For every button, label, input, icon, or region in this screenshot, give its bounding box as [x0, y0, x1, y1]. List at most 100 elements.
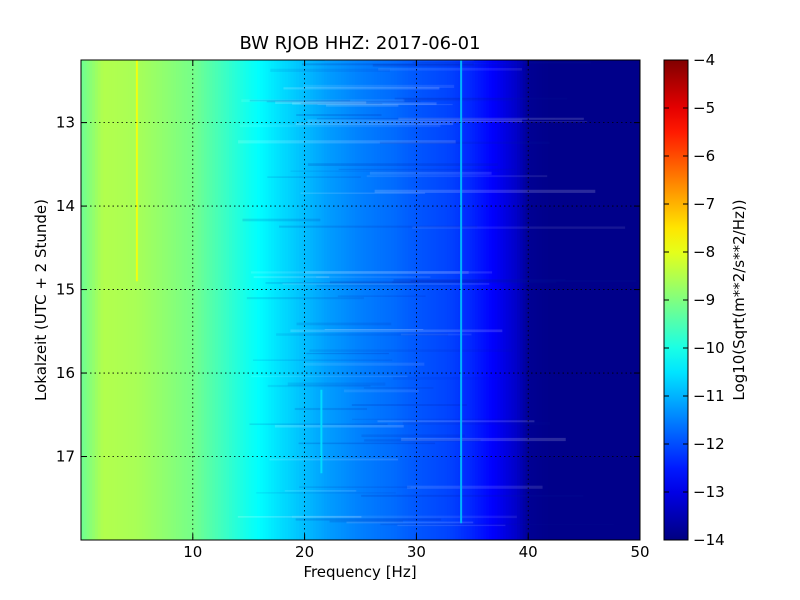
spectrum-column [173, 60, 177, 540]
spectrum-column [223, 60, 227, 540]
spectrum-column [570, 60, 574, 540]
spectrum-column [609, 60, 613, 540]
spectrum-column [517, 60, 521, 540]
time-band [398, 117, 584, 120]
spectrum-column [203, 60, 208, 540]
time-band [303, 362, 425, 366]
spectrum-column [265, 60, 269, 540]
time-band [316, 285, 452, 287]
spectrum-column [310, 60, 314, 540]
spectrum-column [307, 60, 311, 540]
spectrum-column [352, 60, 356, 540]
spectrum-column [617, 60, 622, 540]
spectrum-column [192, 60, 197, 540]
spectrum-column [427, 60, 431, 540]
spectrum-column [257, 60, 261, 540]
spectrum-column [301, 60, 306, 540]
spectrum-column [237, 60, 241, 540]
spectrum-column [385, 60, 390, 540]
y-tick-label: 17 [56, 448, 75, 466]
spectrum-column [612, 60, 616, 540]
spectrum-column [441, 60, 445, 540]
spectrum-column [455, 60, 459, 540]
time-band [267, 176, 361, 178]
spectrum-column [89, 60, 93, 540]
spectrum-column [511, 60, 515, 540]
y-axis-label: Lokalzeit (UTC + 2 Stunde) [32, 199, 50, 401]
spectrum-column [285, 60, 289, 540]
spectrum-column [349, 60, 353, 540]
time-band [299, 486, 411, 488]
spectrum-column [505, 60, 510, 540]
time-band [380, 523, 614, 526]
spectrum-column [444, 60, 448, 540]
time-band [361, 494, 584, 497]
spectrum-column [229, 60, 233, 540]
time-band [251, 271, 493, 274]
spectrum-column [396, 60, 401, 540]
spectrum-column [178, 60, 183, 540]
spectrum-column [452, 60, 457, 540]
spectrum-column [475, 60, 479, 540]
time-band [394, 97, 568, 100]
spectrum-column [276, 60, 281, 540]
colorbar-tick-label: −10 [693, 339, 725, 357]
spectrum-column [391, 60, 395, 540]
y-tick-label: 14 [56, 197, 75, 215]
spectrum-column [100, 60, 104, 540]
time-band [337, 295, 426, 297]
spectrum-column [248, 60, 253, 540]
time-band [316, 276, 431, 278]
spectrum-column [340, 60, 345, 540]
colorbar-tick-label: −7 [693, 195, 715, 213]
spectrum-column [466, 60, 471, 540]
spectrum-column [525, 60, 529, 540]
time-band [253, 276, 330, 279]
spectrum-column [217, 60, 222, 540]
time-band [309, 349, 513, 352]
time-band [316, 117, 556, 120]
spectrum-column [419, 60, 423, 540]
time-band [393, 279, 566, 282]
time-band [292, 102, 437, 105]
spectrum-column [575, 60, 580, 540]
time-band [251, 375, 408, 378]
spectrum-column [201, 60, 205, 540]
spectrum-column [363, 60, 367, 540]
spectrum-column [477, 60, 482, 540]
time-band [295, 518, 442, 521]
spectrum-column [335, 60, 339, 540]
spectrum-column [408, 60, 412, 540]
spectrum-column [148, 60, 152, 540]
time-band [324, 60, 474, 62]
spectrum-column [86, 60, 90, 540]
time-band [402, 421, 551, 425]
spectrum-column [245, 60, 250, 540]
spectrum-column [81, 60, 85, 540]
spectrum-column [402, 60, 406, 540]
time-band [256, 492, 396, 494]
time-band [296, 114, 382, 116]
grid-lines [81, 60, 640, 540]
spectrum-column [382, 60, 387, 540]
heatmap-area [81, 60, 640, 540]
spectrum-column [83, 60, 88, 540]
time-band [410, 280, 637, 282]
colorbar-label: Log10(Sqrt(m**2/s**2/Hz)) [730, 199, 748, 400]
spectrum-column [215, 60, 219, 540]
spectrum-column [421, 60, 426, 540]
spectrum-column [567, 60, 571, 540]
time-band [392, 281, 479, 284]
time-band [377, 420, 535, 423]
spectrum-column [329, 60, 334, 540]
spectrum-column [433, 60, 437, 540]
time-band [267, 384, 371, 388]
spectrum-column [259, 60, 264, 540]
spectrum-column [626, 60, 630, 540]
time-band [379, 141, 550, 144]
spectrum-column [139, 60, 144, 540]
time-band [249, 423, 388, 426]
colorbar-tick-label: −12 [693, 435, 725, 453]
time-band [241, 99, 405, 103]
spectrum-column [447, 60, 451, 540]
